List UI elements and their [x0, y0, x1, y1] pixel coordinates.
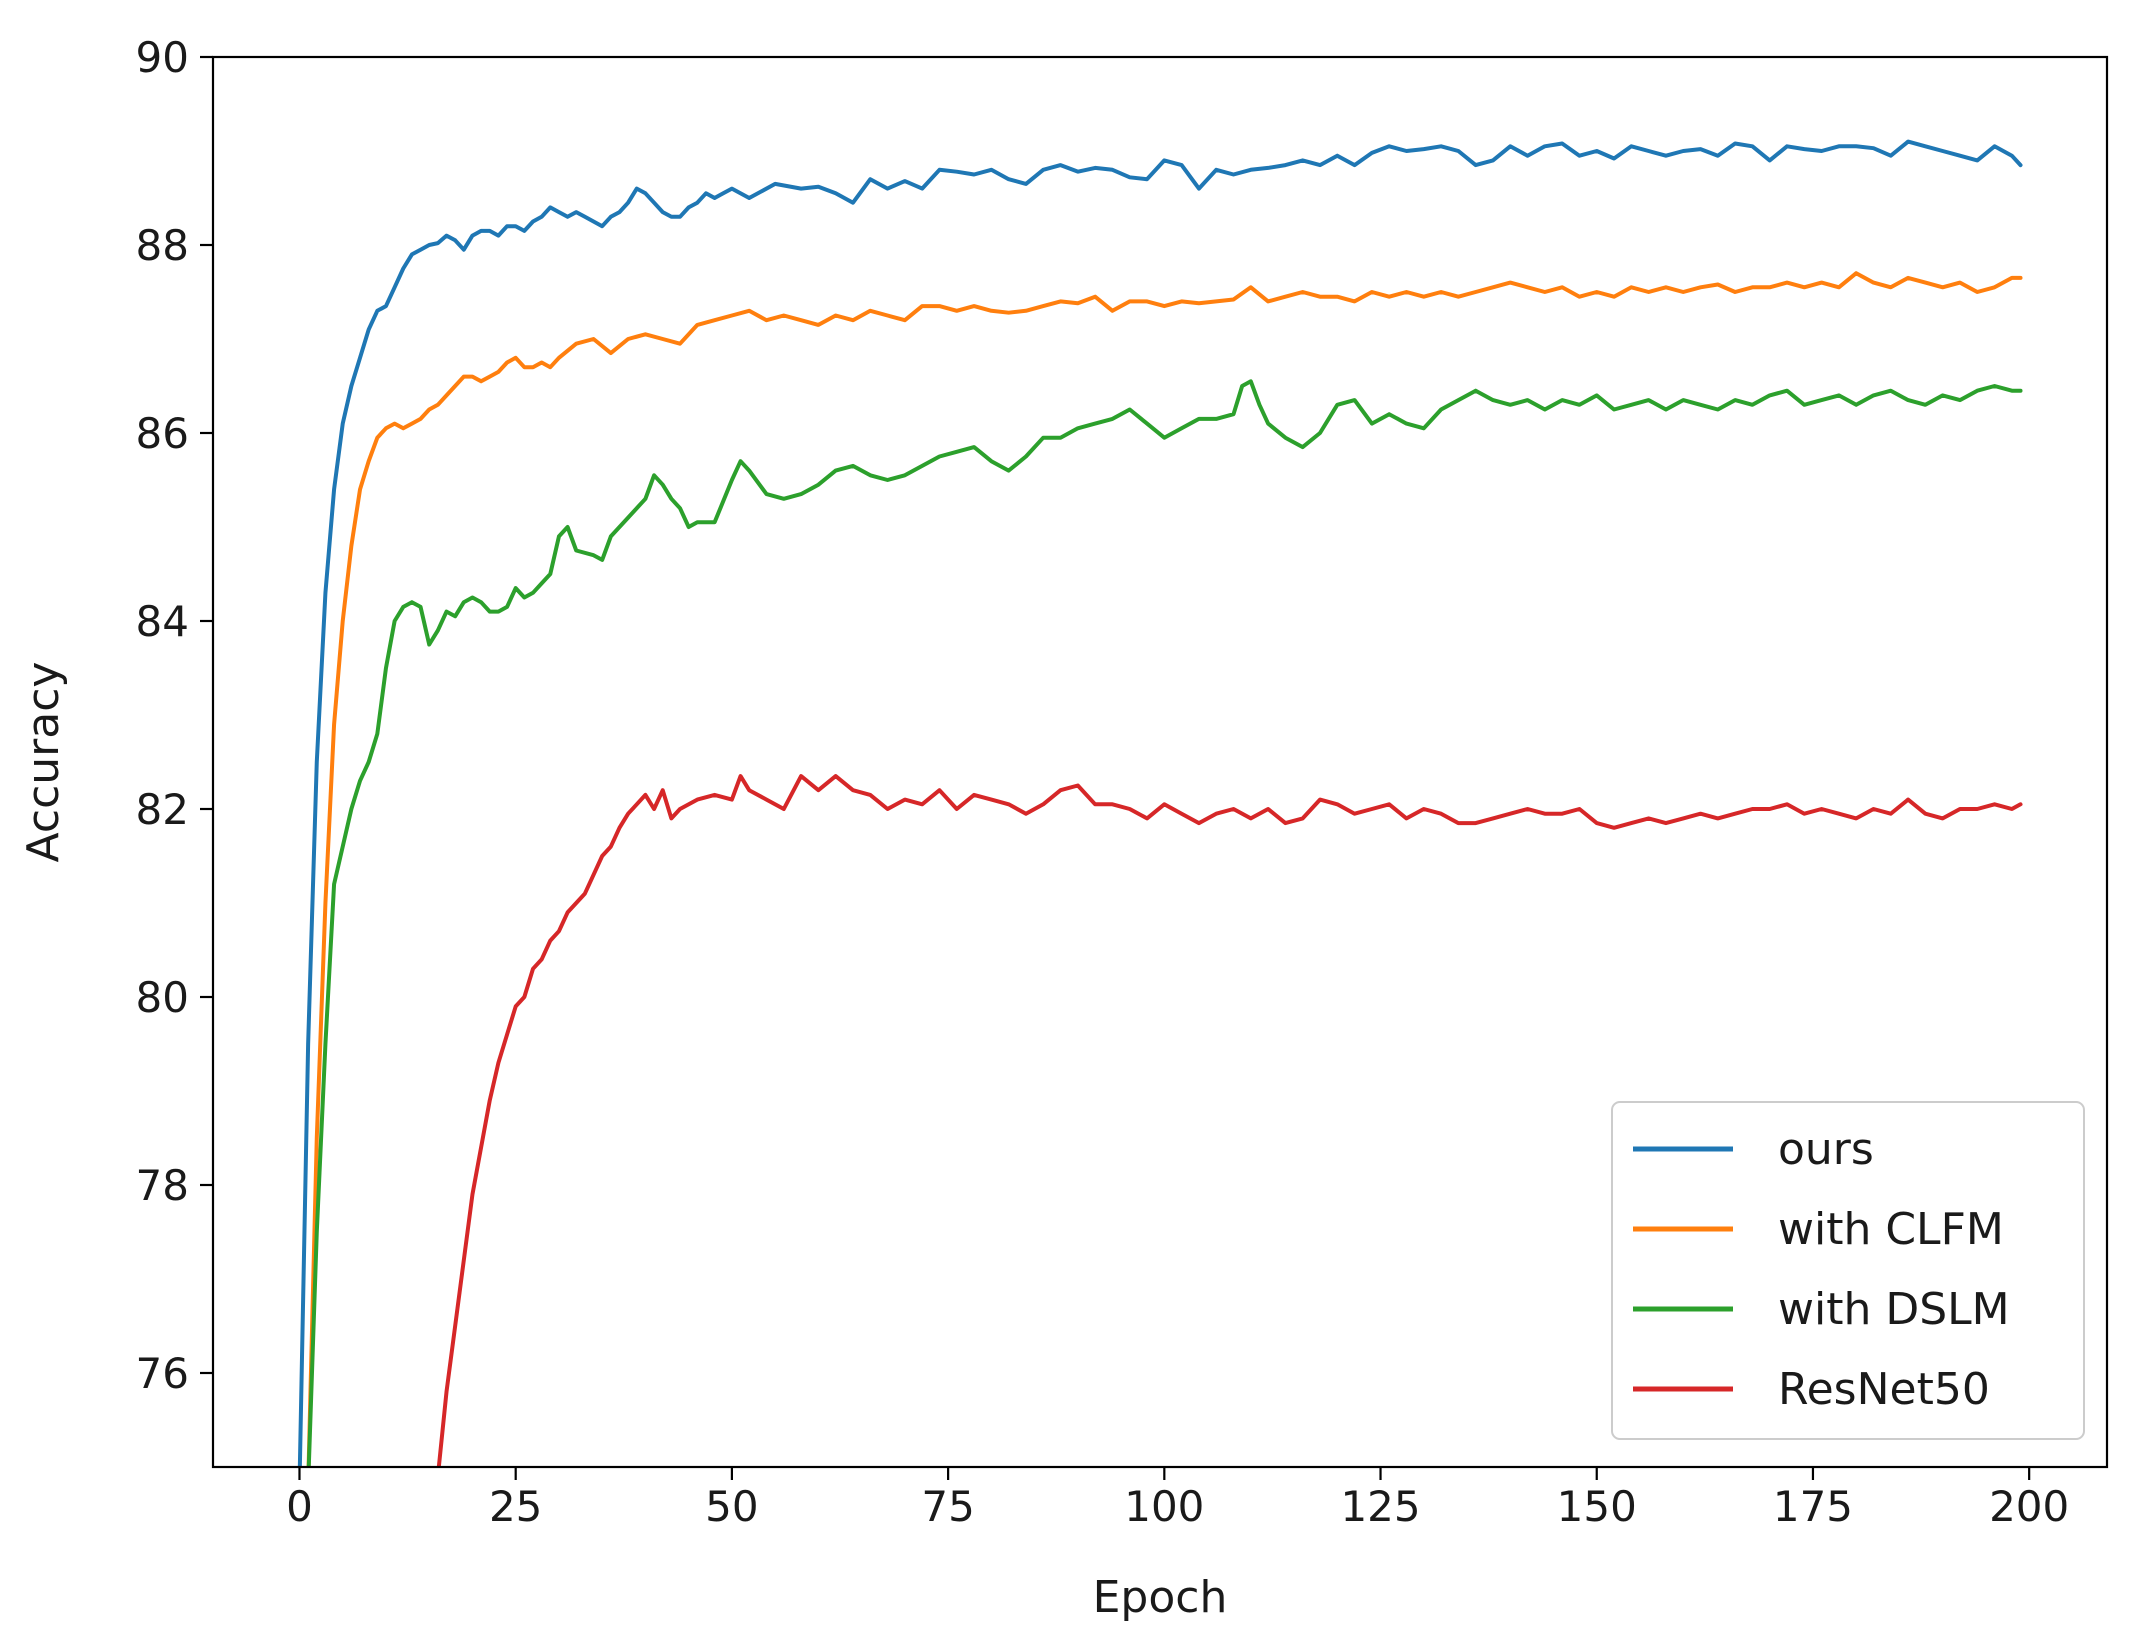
y-tick-label: 88 — [136, 221, 189, 270]
y-tick-label: 86 — [136, 409, 189, 458]
x-tick-label: 25 — [489, 1482, 542, 1531]
y-tick-label: 90 — [136, 33, 189, 82]
series-line-with-dslm — [306, 379, 2023, 1467]
x-tick-label: 175 — [1773, 1482, 1853, 1531]
legend-label-with-clfm: with CLFM — [1778, 1204, 2004, 1255]
series-line-resnet50 — [436, 774, 2023, 1467]
legend-label-ours: ours — [1778, 1124, 1874, 1175]
axes-frame — [211, 55, 2109, 1469]
x-tick-label: 125 — [1340, 1482, 1420, 1531]
x-axis-label: Epoch — [1093, 1572, 1228, 1623]
series-lines — [297, 139, 2023, 1467]
axes: 0 25 50 75 100 125 150 175 200 76 78 80 82 84 86 88 90 Ep… — [18, 33, 2109, 1623]
legend: ours with CLFM with DSLM ResNet50 — [1611, 1101, 2085, 1440]
series-line-ours — [297, 139, 2023, 1467]
y-tick-label: 80 — [136, 973, 189, 1022]
y-tick-label: 78 — [136, 1161, 189, 1210]
x-tick-label: 75 — [921, 1482, 974, 1531]
y-tick-label: 84 — [136, 597, 189, 646]
x-tick-label: 200 — [1989, 1482, 2069, 1531]
legend-label-resnet50: ResNet50 — [1778, 1364, 1990, 1415]
legend-box — [1611, 1101, 2085, 1440]
x-tick-label: 150 — [1557, 1482, 1637, 1531]
legend-label-with-dslm: with DSLM — [1778, 1284, 2010, 1335]
x-tick-label: 0 — [286, 1482, 313, 1531]
y-axis-label: Accuracy — [18, 662, 69, 863]
x-tick-label: 100 — [1124, 1482, 1204, 1531]
series-line-with-clfm — [306, 271, 2023, 1467]
y-tick-label: 76 — [136, 1349, 189, 1398]
x-tick-label: 50 — [705, 1482, 758, 1531]
y-tick-label: 82 — [136, 785, 189, 834]
